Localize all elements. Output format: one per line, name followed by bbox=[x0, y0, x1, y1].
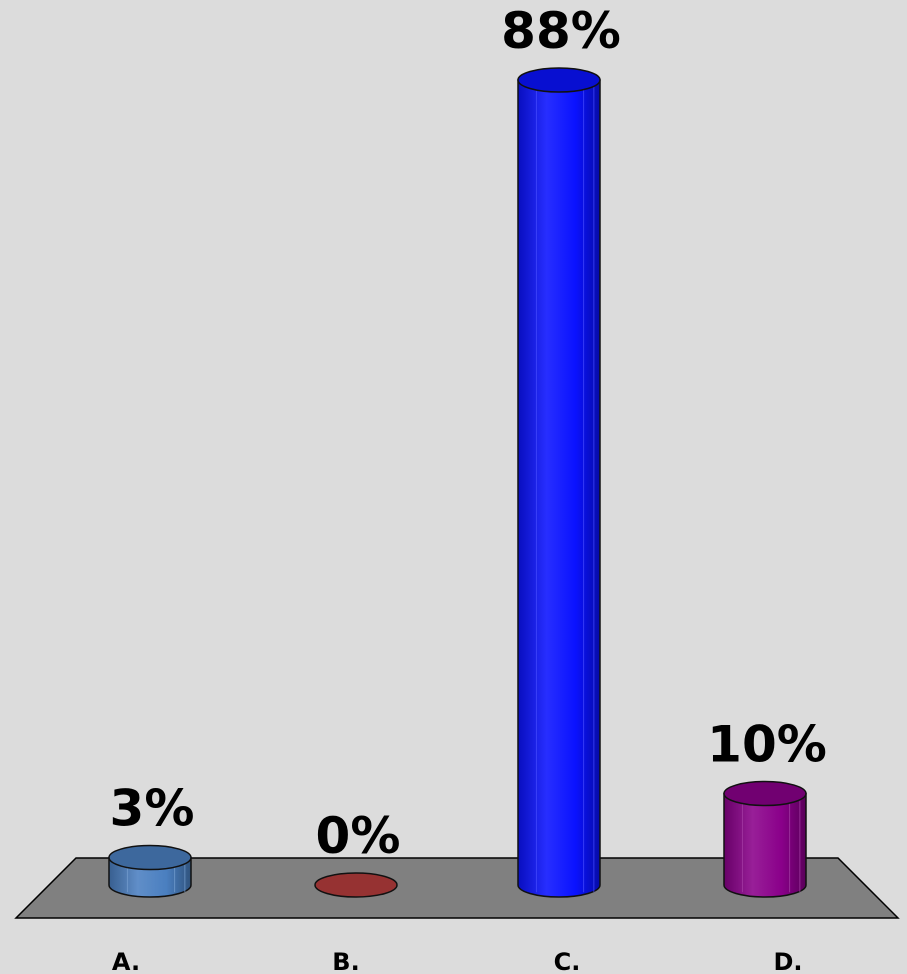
bar-top bbox=[517, 67, 601, 93]
bar-body bbox=[723, 792, 807, 898]
data-label: 10% bbox=[707, 716, 827, 774]
category-tick-label: C. bbox=[554, 948, 581, 974]
category-tick-label: D. bbox=[773, 948, 802, 974]
data-labels-group: 3% 0% 88% 10% bbox=[110, 2, 827, 865]
data-label: 0% bbox=[316, 807, 401, 865]
bar-top bbox=[108, 844, 192, 871]
bar-d bbox=[723, 780, 807, 898]
data-label: 88% bbox=[501, 2, 621, 60]
category-tick-label: A. bbox=[112, 948, 140, 974]
bar-top bbox=[723, 780, 807, 807]
data-label: 3% bbox=[110, 780, 195, 838]
category-ticks-group: A. B. C. D. bbox=[112, 948, 803, 974]
bar-b bbox=[314, 872, 398, 898]
bars-group bbox=[108, 67, 807, 898]
bar-top bbox=[314, 872, 398, 898]
category-tick-label: B. bbox=[332, 948, 359, 974]
bar-a bbox=[108, 844, 192, 898]
bar-body bbox=[517, 79, 601, 898]
bar-c bbox=[517, 67, 601, 898]
